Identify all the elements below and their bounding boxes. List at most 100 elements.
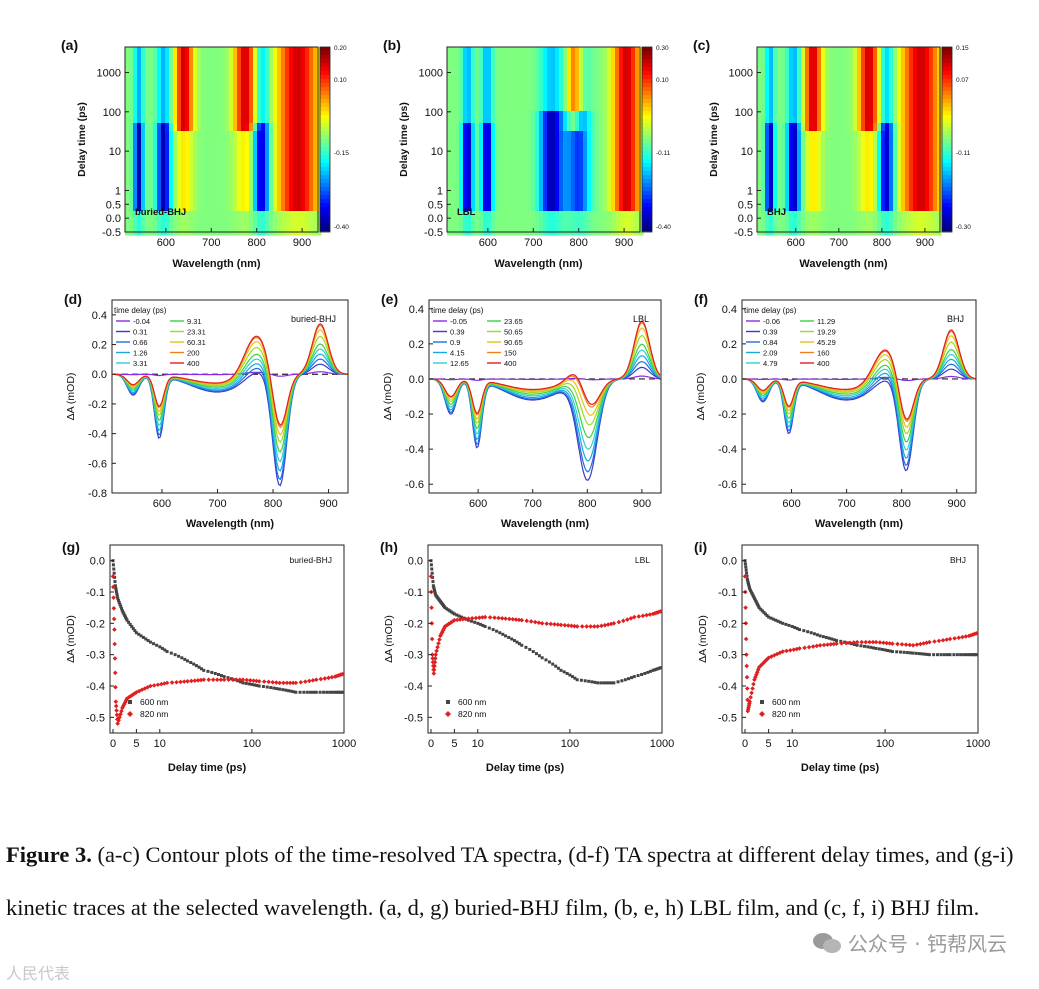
heatmap-cell bbox=[627, 79, 632, 84]
heatmap-cell bbox=[611, 95, 616, 100]
heatmap-cell bbox=[193, 103, 198, 108]
heatmap-cell bbox=[571, 107, 576, 112]
heatmap-cell bbox=[241, 131, 246, 136]
heatmap-cell bbox=[241, 219, 246, 224]
heatmap-cell bbox=[639, 75, 644, 80]
heatmap-cell bbox=[285, 227, 290, 232]
heatmap-cell bbox=[249, 183, 254, 188]
heatmap-cell bbox=[471, 67, 476, 72]
heatmap-cell bbox=[221, 135, 226, 140]
heatmap-cell bbox=[265, 227, 270, 232]
heatmap-cell bbox=[455, 99, 460, 104]
heatmap-cell bbox=[137, 167, 142, 172]
heatmap-cell bbox=[587, 187, 592, 192]
heatmap-cell bbox=[483, 127, 488, 132]
heatmap-cell bbox=[495, 47, 500, 52]
heatmap-cell bbox=[571, 87, 576, 92]
heatmap-cell bbox=[479, 131, 484, 136]
heatmap-cell bbox=[225, 151, 230, 156]
heatmap-cell bbox=[579, 95, 584, 100]
heatmap-cell bbox=[297, 191, 302, 196]
heatmap-cell bbox=[535, 139, 540, 144]
heatmap-cell bbox=[459, 223, 464, 228]
heatmap-cell bbox=[475, 87, 480, 92]
heatmap-cell bbox=[257, 155, 262, 160]
heatmap-cell bbox=[515, 183, 520, 188]
heatmap-cell bbox=[133, 167, 138, 172]
heatmap-cell bbox=[309, 71, 314, 76]
heatmap-cell bbox=[515, 171, 520, 176]
heatmap-cell bbox=[519, 55, 524, 60]
heatmap-cell bbox=[313, 83, 318, 88]
heatmap-cell bbox=[149, 187, 154, 192]
heatmap-cell bbox=[455, 95, 460, 100]
heatmap-cell bbox=[285, 219, 290, 224]
heatmap-cell bbox=[515, 187, 520, 192]
heatmap-cell bbox=[249, 191, 254, 196]
heatmap-cell bbox=[289, 135, 294, 140]
heatmap-cell bbox=[177, 171, 182, 176]
heatmap-cell bbox=[507, 159, 512, 164]
heatmap-cell bbox=[769, 171, 774, 176]
colorbar-swatch bbox=[320, 151, 330, 156]
heatmap-cell bbox=[209, 187, 214, 192]
colorbar-swatch bbox=[642, 63, 652, 68]
heatmap-cell bbox=[615, 59, 620, 64]
heatmap-cell bbox=[463, 187, 468, 192]
heatmap-cell bbox=[161, 155, 166, 160]
heatmap-cell bbox=[471, 147, 476, 152]
heatmap-cell bbox=[137, 63, 142, 68]
heatmap-cell bbox=[125, 115, 130, 120]
heatmap-cell bbox=[137, 91, 142, 96]
heatmap-cell bbox=[563, 91, 568, 96]
heatmap-cell bbox=[233, 195, 238, 200]
heatmap-cell bbox=[547, 63, 552, 68]
heatmap-cell bbox=[627, 55, 632, 60]
heatmap-cell bbox=[623, 207, 628, 212]
heatmap-cell bbox=[615, 119, 620, 124]
heatmap-cell bbox=[611, 107, 616, 112]
heatmap-cell bbox=[627, 115, 632, 120]
heatmap-cell bbox=[511, 163, 516, 168]
heatmap-cell bbox=[237, 231, 242, 236]
heatmap-cell bbox=[487, 219, 492, 224]
heatmap-cell bbox=[603, 231, 608, 236]
heatmap-cell bbox=[161, 227, 166, 232]
heatmap-cell bbox=[539, 155, 544, 160]
heatmap-cell bbox=[293, 179, 298, 184]
colorbar-swatch bbox=[320, 115, 330, 120]
heatmap-cell bbox=[499, 227, 504, 232]
heatmap-cell bbox=[181, 195, 186, 200]
heatmap-cell bbox=[165, 103, 170, 108]
heatmap-cell bbox=[165, 207, 170, 212]
heatmap-cell bbox=[635, 55, 640, 60]
heatmap-cell bbox=[297, 47, 302, 52]
heatmap-cell bbox=[193, 227, 198, 232]
heatmap-cell bbox=[229, 135, 234, 140]
heatmap-cell bbox=[233, 155, 238, 160]
heatmap-cell bbox=[225, 179, 230, 184]
heatmap-cell bbox=[149, 95, 154, 100]
heatmap-cell bbox=[627, 171, 632, 176]
heatmap-cell bbox=[591, 215, 596, 220]
heatmap-cell bbox=[575, 171, 580, 176]
heatmap-cell bbox=[241, 163, 246, 168]
heatmap-cell bbox=[289, 95, 294, 100]
heatmap-cell bbox=[483, 151, 488, 156]
heatmap-cell bbox=[761, 99, 766, 104]
heatmap-cell bbox=[225, 123, 230, 128]
heatmap-cell bbox=[479, 95, 484, 100]
heatmap-cell bbox=[297, 71, 302, 76]
heatmap-cell bbox=[137, 147, 142, 152]
heatmap-cell bbox=[181, 199, 186, 204]
heatmap-cell bbox=[619, 75, 624, 80]
heatmap-cell bbox=[217, 219, 222, 224]
heatmap-cell bbox=[137, 55, 142, 60]
heatmap-cell bbox=[567, 207, 572, 212]
heatmap-cell bbox=[765, 115, 770, 120]
heatmap-cell bbox=[579, 191, 584, 196]
heatmap-cell bbox=[515, 167, 520, 172]
heatmap-cell bbox=[607, 55, 612, 60]
heatmap-cell bbox=[627, 51, 632, 56]
heatmap-cell bbox=[253, 199, 258, 204]
